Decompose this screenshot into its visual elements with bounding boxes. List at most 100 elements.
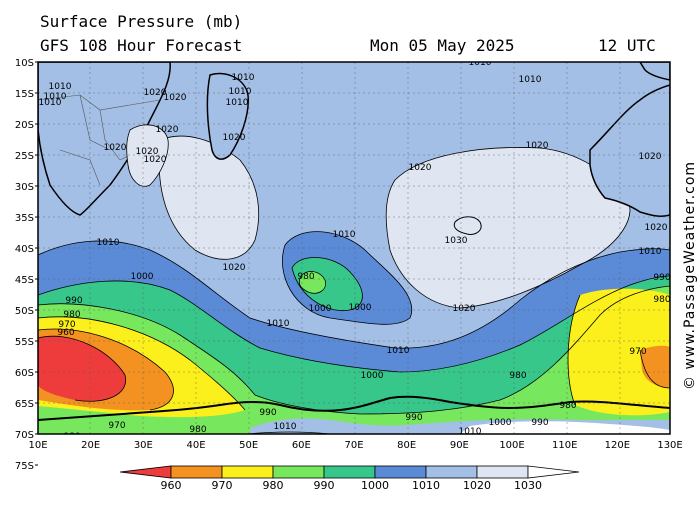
contour-label: 1050 — [487, 453, 510, 463]
madagascar-high — [126, 124, 169, 187]
lon-label: 110E — [552, 440, 577, 451]
latitude-labels: 10S 15S 20S 25S 30S 35S 40S 45S 50S 55S 60S 65S 70S 7… — [15, 58, 38, 472]
contour-label: 1000 — [489, 418, 512, 428]
contour-label: 1020 — [526, 141, 549, 151]
lat-label: 60S — [15, 368, 34, 379]
legend-swatch — [425, 465, 478, 479]
contour-label: 1010 — [519, 75, 542, 85]
antarctic-white — [460, 421, 670, 434]
forecast-time: 12 UTC — [598, 36, 656, 55]
kerguelen-island — [453, 216, 482, 235]
contour-label: 980 — [63, 432, 80, 442]
contour-label: 1030 — [47, 450, 70, 460]
contour-label: 1000 — [349, 303, 372, 313]
contour-label: 1010 — [387, 346, 410, 356]
band-960-970-east — [640, 345, 670, 388]
lon-label: 40E — [186, 440, 205, 451]
contour-label: 1020 — [144, 88, 167, 98]
lon-label: 90E — [450, 440, 469, 451]
contour-label: 1020 — [223, 133, 246, 143]
australia-land — [589, 84, 670, 217]
contour-label: 1010 — [97, 238, 120, 248]
lat-label: 40S — [15, 244, 34, 255]
credit-text: © www.PassageWeather.com — [682, 161, 698, 390]
contour-label: 1010 — [39, 98, 62, 108]
high-1020-east — [386, 147, 630, 308]
legend-swatch — [323, 465, 376, 479]
legend-swatch — [527, 465, 580, 479]
lon-label: 60E — [292, 440, 311, 451]
lon-label: 130E — [657, 440, 682, 451]
lon-label: 20E — [81, 440, 100, 451]
lat-label: 75S — [15, 461, 34, 472]
lat-label: 30S — [15, 182, 34, 193]
legend-label: 1010 — [412, 479, 440, 492]
contour-label: 970 — [629, 347, 646, 357]
longitude-labels: 10E 20E 30E 40E 50E 60E 70E 80E 90E 100E 110E 120E 1… — [28, 440, 682, 451]
contour-label: 1010 — [232, 73, 255, 83]
legend-swatch — [221, 465, 274, 479]
contour-label: 990 — [259, 408, 276, 418]
contour-label-bg — [633, 455, 657, 464]
legend-swatch — [170, 465, 223, 479]
contour-label: 990 — [405, 413, 422, 423]
band-970-980-east — [568, 288, 670, 416]
legend-label: 960 — [161, 479, 182, 492]
contour-labels: 1010101010101020102010101010101010201020… — [39, 58, 670, 466]
legend-swatch — [272, 465, 325, 479]
graticule — [38, 62, 670, 434]
lat-label: 50S — [15, 306, 34, 317]
contour-label-bg — [523, 442, 547, 451]
credit-watermark: © www.PassageWeather.com — [682, 161, 698, 390]
contour-label: 960 — [57, 328, 74, 338]
low-ring-990 — [299, 271, 326, 294]
contour-label: 970 — [58, 320, 75, 330]
contour-label-bg — [214, 455, 238, 464]
lat-label: 55S — [15, 337, 34, 348]
contour-label: 990 — [531, 418, 548, 428]
lat-label: 20S — [15, 120, 34, 131]
contour-label: 1010 — [267, 319, 290, 329]
contour-label-bg — [608, 454, 632, 463]
contour-label: 1040 — [524, 443, 547, 453]
lon-label: 120E — [605, 440, 630, 451]
band-below-960 — [38, 336, 126, 402]
high-1020-west — [159, 136, 259, 260]
contour-label: 1020 — [136, 147, 159, 157]
contour-label: 1010 — [639, 247, 662, 257]
contour-label: 1040 — [75, 456, 98, 466]
legend-label: 980 — [263, 479, 284, 492]
contour-label: 1010 — [469, 58, 492, 68]
contour-label: 1000 — [309, 304, 332, 314]
contour-label: 1010 — [229, 87, 252, 97]
contour-label: 1010 — [49, 82, 72, 92]
contour-label: 1020 — [104, 143, 127, 153]
pressure-legend: 960 970 980 990 1000 1010 1020 1030 — [119, 465, 580, 492]
contour-label: 1020 — [404, 450, 427, 460]
africa-land — [38, 62, 171, 216]
contour-label: 980 — [189, 425, 206, 435]
contour-label: 990 — [653, 273, 670, 283]
legend-label: 990 — [314, 479, 335, 492]
lat-label: 70S — [15, 430, 34, 441]
contour-label: 1020 — [156, 125, 179, 135]
contour-label: 1010 — [44, 92, 67, 102]
contour-label: 1010 — [226, 98, 249, 108]
contour-label: 1020 — [164, 93, 187, 103]
legend-label: 1030 — [514, 479, 542, 492]
contour-label: 1000 — [131, 272, 154, 282]
contour-label: 1020 — [223, 263, 246, 273]
lon-label: 70E — [344, 440, 363, 451]
lon-label: 80E — [397, 440, 416, 451]
contour-label: 970 — [108, 421, 125, 431]
contour-label: 1020 — [409, 163, 432, 173]
landmasses — [38, 62, 670, 421]
forecast-date: Mon 05 May 2025 — [370, 36, 515, 55]
isobar-lines — [38, 135, 670, 434]
contour-label: 980 — [297, 272, 314, 282]
contour-label-bg — [74, 455, 98, 464]
contour-label: 1020 — [645, 223, 668, 233]
contour-label: 990 — [65, 296, 82, 306]
lat-label: 15S — [15, 89, 34, 100]
lon-label: 100E — [499, 440, 524, 451]
